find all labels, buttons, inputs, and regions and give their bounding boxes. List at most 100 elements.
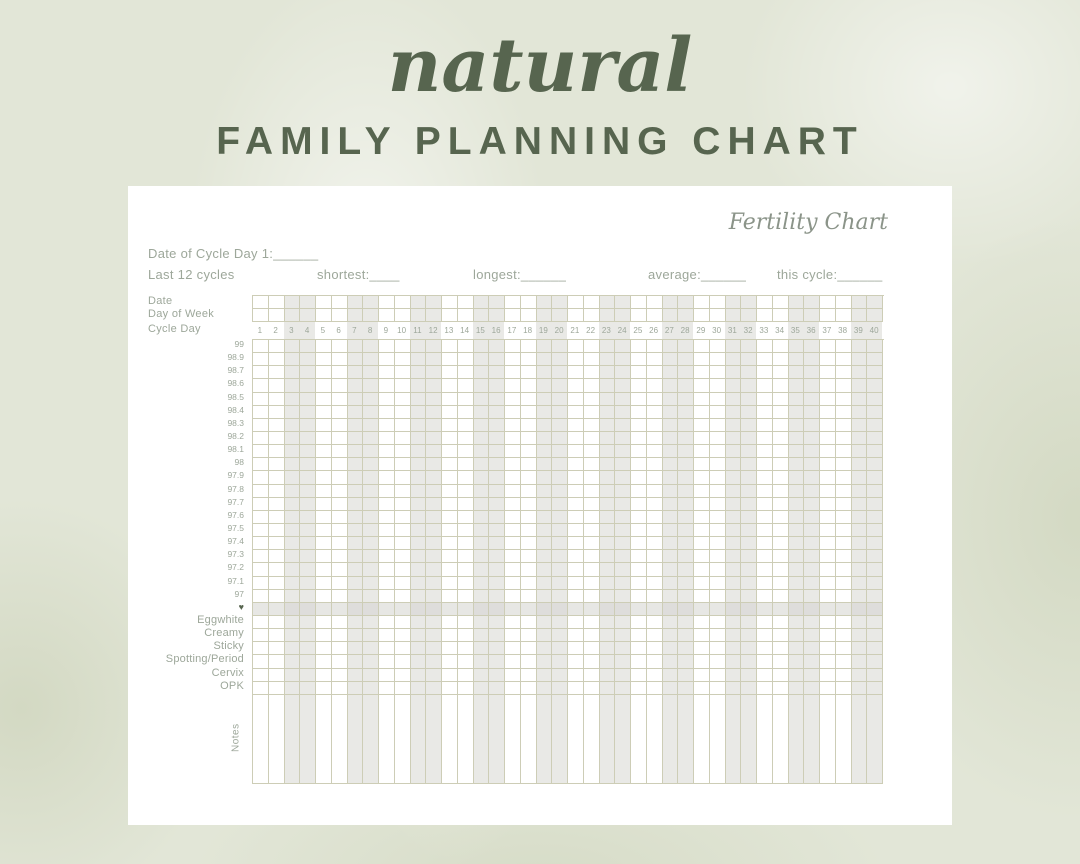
grid-cell <box>741 405 757 419</box>
grid-cell <box>410 309 427 322</box>
grid-cell <box>284 458 301 472</box>
grid-cell <box>725 563 742 577</box>
grid-cell <box>347 550 364 564</box>
grid-cell <box>662 340 679 354</box>
grid-cell <box>268 309 285 322</box>
grid-cell <box>253 392 269 406</box>
grid-cell <box>268 366 285 380</box>
grid-cell <box>678 296 694 309</box>
grid-cell <box>253 563 269 577</box>
grid-cell <box>804 668 820 682</box>
grid-cell <box>457 576 474 590</box>
grid-cell <box>394 379 411 393</box>
grid-cell <box>631 576 647 590</box>
grid-cell <box>599 615 616 630</box>
grid-cell <box>473 392 490 406</box>
grid-cell <box>442 418 458 432</box>
grid-cell <box>583 523 600 538</box>
grid-cell <box>694 431 710 446</box>
grid-cell <box>694 471 710 485</box>
grid-cell <box>820 563 836 577</box>
grid-cell <box>804 340 820 354</box>
grid-cell <box>867 523 883 538</box>
grid-cell <box>835 615 852 630</box>
temperature-row-99 <box>253 340 884 354</box>
grid-cell <box>646 296 663 309</box>
grid-cell <box>536 418 553 432</box>
grid-cell <box>331 550 348 564</box>
grid-cell <box>394 296 411 309</box>
grid-cell <box>363 629 379 643</box>
grid-cell <box>347 655 364 669</box>
grid-cell <box>709 445 726 459</box>
grid-cell <box>536 379 553 393</box>
grid-cell <box>442 694 458 784</box>
grid-cell <box>568 681 584 695</box>
grid-cell <box>489 681 505 695</box>
grid-cell <box>867 418 883 432</box>
grid-cell <box>552 340 568 354</box>
grid-cell <box>615 418 631 432</box>
grid-cell <box>268 510 285 524</box>
cycle-day-number: 21 <box>570 326 580 335</box>
grid-cell <box>505 694 521 784</box>
grid-cell <box>489 629 505 643</box>
grid-cell <box>379 484 395 498</box>
grid-cell <box>820 296 836 309</box>
grid-cell <box>631 405 647 419</box>
grid-cell <box>662 309 679 322</box>
grid-cell <box>662 458 679 472</box>
grid-cell <box>757 309 773 322</box>
grid-cell <box>457 550 474 564</box>
grid-cell <box>520 484 537 498</box>
grid-cell <box>300 340 316 354</box>
grid-cell <box>410 392 427 406</box>
grid-cell <box>646 484 663 498</box>
grid-cell <box>725 602 742 616</box>
grid-cell <box>520 563 537 577</box>
grid-cell <box>646 537 663 551</box>
temperature-label: 97.6 <box>227 509 244 520</box>
grid-cell <box>662 615 679 630</box>
grid-cell <box>694 392 710 406</box>
grid-cell <box>835 523 852 538</box>
grid-cell <box>709 366 726 380</box>
grid-cell <box>552 366 568 380</box>
grid-cell <box>442 523 458 538</box>
grid-cell <box>867 655 883 669</box>
grid-cell <box>709 537 726 551</box>
grid-cell <box>552 602 568 616</box>
grid-cell <box>772 445 789 459</box>
grid-cell <box>851 340 868 354</box>
grid-cell <box>678 340 694 354</box>
grid-cell <box>268 458 285 472</box>
grid-cell <box>268 642 285 656</box>
grid-cell <box>394 510 411 524</box>
grid-cell <box>568 340 584 354</box>
grid-cell <box>599 655 616 669</box>
last-cycles-line: Last 12 cycles shortest:____ longest:____… <box>128 267 952 285</box>
grid-cell <box>457 589 474 603</box>
temperature-row-97-7 <box>253 497 884 511</box>
grid-cell <box>788 629 805 643</box>
grid-cell <box>268 418 285 432</box>
grid-cell <box>820 471 836 485</box>
grid-cell <box>851 655 868 669</box>
grid-cell <box>505 431 521 446</box>
grid-cell <box>615 296 631 309</box>
grid-cell <box>583 563 600 577</box>
grid-cell <box>410 366 427 380</box>
grid-cell <box>568 366 584 380</box>
grid-cell <box>788 309 805 322</box>
grid-cell <box>599 471 616 485</box>
grid-cell <box>253 379 269 393</box>
grid-cell <box>725 497 742 511</box>
grid-cell <box>599 296 616 309</box>
grid-cell <box>300 589 316 603</box>
grid-cell <box>757 296 773 309</box>
grid-cell <box>363 392 379 406</box>
grid-cell <box>725 655 742 669</box>
grid-cell <box>615 471 631 485</box>
grid-cell <box>694 366 710 380</box>
grid-cell <box>379 550 395 564</box>
